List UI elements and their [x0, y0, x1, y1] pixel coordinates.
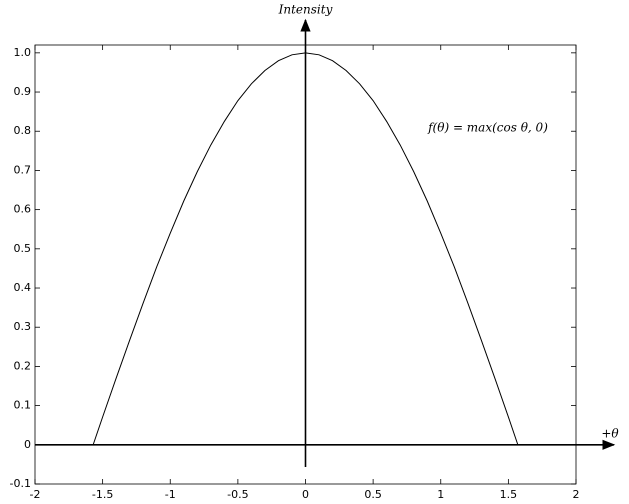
y-tick-label: 0: [24, 438, 31, 451]
x-tick-label: 0.5: [364, 488, 382, 501]
annotation: f(θ) = max(cos θ, 0): [427, 121, 548, 135]
y-tick-label: 0.2: [14, 359, 32, 372]
y-tick-label: 0.7: [14, 163, 32, 176]
x-tick-label: 2: [573, 488, 580, 501]
line-series: [35, 52, 576, 446]
y-axis-label: Intensity: [278, 3, 333, 17]
x-tick-label: 1: [437, 488, 444, 501]
y-tick-label: 0.5: [14, 242, 32, 255]
y-tick-label: 0.1: [14, 399, 32, 412]
x-tick-label: 1.5: [500, 488, 518, 501]
x-axis-label: +θ: [601, 427, 619, 441]
y-tick-label: 0.9: [14, 85, 32, 98]
x-tick-label: -0.5: [227, 488, 248, 501]
y-tick-label: 0.6: [14, 203, 32, 216]
x-tick-label: -2: [30, 488, 41, 501]
x-tick-label: -1: [165, 488, 176, 501]
x-tick-label: -1.5: [92, 488, 113, 501]
x-tick-label: 0: [302, 488, 309, 501]
y-tick-label: 0.4: [14, 281, 32, 294]
y-tick-label: 0.8: [14, 124, 32, 137]
y-tick-label: 1.0: [14, 46, 32, 59]
y-tick-label: -0.1: [10, 477, 31, 490]
y-tick-label: 0.3: [14, 320, 32, 333]
